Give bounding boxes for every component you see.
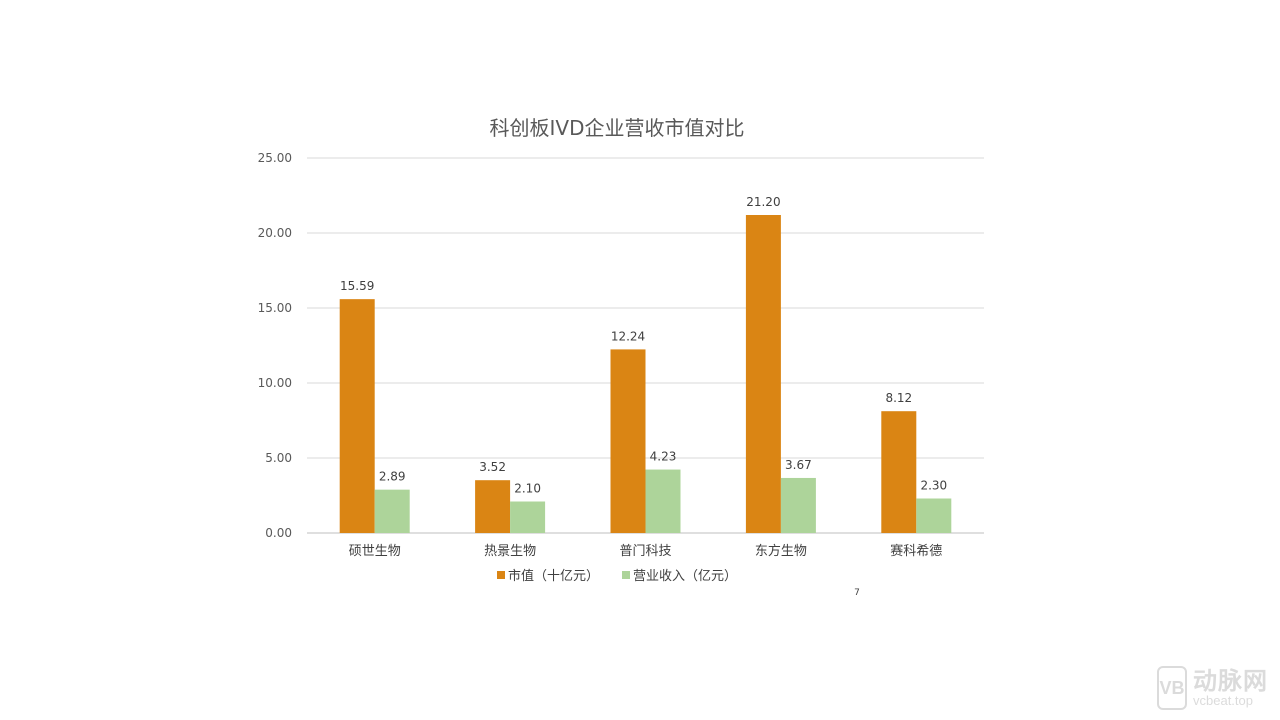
legend-swatch [622, 571, 630, 579]
bar-market-cap [475, 480, 511, 533]
data-label: 3.67 [785, 458, 812, 472]
bar-market-cap [745, 215, 781, 533]
data-label: 12.24 [611, 329, 645, 343]
y-tick-label: 20.00 [258, 226, 292, 240]
y-tick-label: 15.00 [258, 301, 292, 315]
category-label: 东方生物 [755, 543, 807, 559]
legend-label: 市值（十亿元） [508, 568, 599, 584]
bar-revenue [916, 498, 952, 533]
watermark-name: 动脉网 [1193, 666, 1268, 695]
data-label: 3.52 [479, 460, 506, 474]
y-tick-label: 25.00 [258, 151, 292, 165]
data-label: 21.20 [746, 195, 780, 209]
category-label: 普门科技 [619, 544, 671, 559]
bar-revenue [510, 501, 546, 533]
y-tick-label: 10.00 [258, 376, 292, 390]
bar-revenue [374, 489, 410, 533]
category-label: 硕世生物 [349, 544, 401, 559]
bar-market-cap [881, 411, 917, 533]
data-label: 8.12 [885, 391, 912, 405]
legend-label: 营业收入（亿元） [633, 569, 737, 584]
data-label: 4.23 [650, 450, 677, 464]
data-label: 2.10 [514, 482, 541, 496]
bar-revenue [645, 469, 681, 533]
chart-title: 科创板IVD企业营收市值对比 [490, 116, 745, 140]
watermark-logo: VB 动脉网 vcbeat.top [1157, 666, 1268, 710]
watermark-url: vcbeat.top [1193, 693, 1253, 709]
category-label: 热景生物 [484, 544, 536, 559]
category-label: 赛科希德 [890, 543, 942, 559]
vcbeat-logo-icon: VB [1157, 666, 1187, 710]
y-tick-label: 5.00 [265, 451, 292, 465]
data-label: 2.89 [379, 470, 406, 484]
data-label: 2.30 [920, 479, 947, 493]
data-label: 15.59 [340, 279, 374, 293]
legend-swatch [497, 571, 505, 579]
bar-market-cap [339, 299, 375, 533]
page-number: 7 [854, 588, 860, 598]
y-tick-label: 0.00 [265, 526, 292, 540]
bar-revenue [780, 477, 816, 533]
bar-market-cap [610, 349, 646, 533]
